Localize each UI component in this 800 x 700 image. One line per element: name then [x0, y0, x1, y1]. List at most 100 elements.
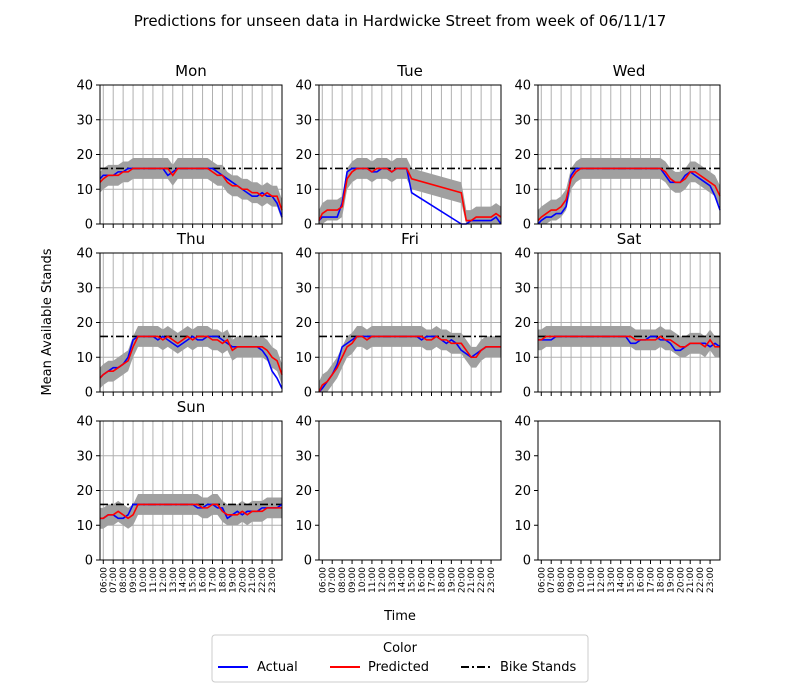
y-tick-label: 10	[514, 351, 531, 366]
x-tick-label: 07:00	[109, 567, 119, 593]
y-tick-label: 40	[76, 79, 93, 94]
axes-frame	[537, 420, 721, 561]
y-tick-label: 10	[295, 519, 312, 534]
y-tick-label: 30	[295, 449, 312, 464]
y-tick-label: 10	[295, 351, 312, 366]
x-tick-label: 12:00	[378, 567, 388, 593]
x-tick-label: 13:00	[388, 567, 398, 593]
x-tick-label: 19:00	[666, 567, 676, 593]
confidence-band	[538, 157, 720, 224]
x-tick-label: 23:00	[268, 567, 278, 593]
confidence-band	[100, 325, 282, 389]
x-tick-label: 08:00	[119, 567, 129, 593]
y-tick-label: 30	[514, 449, 531, 464]
y-tick-label: 40	[295, 79, 312, 94]
legend-label-actual: Actual	[257, 660, 298, 675]
y-tick-label: 20	[76, 148, 93, 163]
series-line-predicted	[538, 335, 720, 348]
panel-mon: Mon 0 10 20 30 40	[76, 62, 283, 233]
x-tick-label: 10:00	[139, 567, 149, 593]
y-tick-label: 30	[295, 281, 312, 296]
x-tick-label: 18:00	[656, 567, 666, 593]
y-tick-label: 0	[85, 386, 93, 401]
y-tick-label: 30	[76, 113, 93, 128]
legend-label-bike-stands: Bike Stands	[500, 660, 577, 675]
y-tick-label: 20	[514, 316, 531, 331]
x-tick-label: 20:00	[238, 567, 248, 593]
x-tick-label: 12:00	[597, 567, 607, 593]
series-line-predicted	[100, 503, 282, 520]
x-tick-label: 12:00	[159, 567, 169, 593]
y-tick-label: 20	[76, 484, 93, 499]
x-tick-label: 18:00	[218, 567, 228, 593]
y-tick-label: 20	[514, 484, 531, 499]
legend-title: Color	[383, 641, 418, 656]
y-tick-label: 20	[295, 148, 312, 163]
x-tick-label: 06:00	[537, 567, 547, 593]
x-tick-label: 21:00	[248, 567, 258, 593]
y-tick-label: 20	[295, 316, 312, 331]
x-tick-label: 23:00	[487, 567, 497, 593]
y-tick-label: 0	[85, 554, 93, 569]
x-tick-label: 07:00	[328, 567, 338, 593]
y-tick-label: 10	[76, 519, 93, 534]
y-tick-label: 10	[76, 183, 93, 198]
series-line-predicted	[318, 335, 501, 393]
y-tick-label: 20	[76, 316, 93, 331]
y-tick-label: 0	[523, 386, 531, 401]
x-tick-label: 11:00	[587, 567, 597, 593]
panel-fri: Fri 0 10 20 30 40	[295, 230, 502, 401]
y-tick-label: 0	[523, 554, 531, 569]
x-tick-label: 10:00	[577, 567, 587, 593]
x-tick-label: 18:00	[437, 567, 447, 593]
x-tick-label: 22:00	[477, 567, 487, 593]
x-tick-label: 16:00	[199, 567, 209, 593]
panel-sat: Sat 0 10 20 30 40	[514, 230, 721, 401]
panel-tue: Tue 0 10 20 30 40	[295, 62, 502, 233]
y-tick-label: 20	[295, 484, 312, 499]
y-tick-label: 0	[304, 386, 312, 401]
panels-group: Mon 0 10 20 30 40 Tue 0 10 20 30 40 Wed 0 10 20 30 40 Thu 0…	[76, 62, 721, 593]
y-tick-label: 20	[514, 148, 531, 163]
x-tick-label: 17:00	[646, 567, 656, 593]
x-tick-label: 15:00	[627, 567, 637, 593]
x-tick-label: 22:00	[696, 567, 706, 593]
y-tick-label: 10	[514, 183, 531, 198]
x-tick-label: 08:00	[338, 567, 348, 593]
panel-title-tue: Tue	[396, 62, 423, 80]
x-tick-label: 09:00	[567, 567, 577, 593]
x-tick-label: 21:00	[467, 567, 477, 593]
confidence-band	[100, 157, 282, 221]
y-axis-label: Mean Available Stands	[40, 248, 55, 395]
series-line-predicted	[318, 167, 502, 222]
legend: Color Actual Predicted Bike Stands	[211, 634, 589, 683]
y-tick-label: 0	[304, 554, 312, 569]
x-tick-label: 10:00	[358, 567, 368, 593]
x-tick-label: 13:00	[607, 567, 617, 593]
x-tick-label: 20:00	[457, 567, 467, 593]
y-tick-label: 0	[85, 218, 93, 233]
x-tick-label: 11:00	[149, 567, 159, 593]
panel-title-sun: Sun	[177, 398, 206, 416]
y-tick-label: 30	[295, 113, 312, 128]
panel-title-wed: Wed	[613, 62, 646, 80]
x-tick-label: 06:00	[318, 567, 328, 593]
x-tick-label: 17:00	[427, 567, 437, 593]
x-tick-label: 06:00	[99, 567, 109, 593]
panel-title-fri: Fri	[401, 230, 419, 248]
series-line-predicted	[537, 167, 721, 222]
confidence-band	[319, 157, 501, 224]
x-tick-label: 15:00	[408, 567, 418, 593]
series-line-predicted	[99, 167, 283, 211]
x-tick-label: 16:00	[637, 567, 647, 593]
y-tick-label: 0	[523, 218, 531, 233]
y-tick-label: 10	[514, 519, 531, 534]
x-tick-label: 08:00	[557, 567, 567, 593]
legend-frame	[211, 634, 589, 683]
x-tick-label: 17:00	[208, 567, 218, 593]
y-tick-label: 40	[514, 79, 531, 94]
panel-title-sat: Sat	[617, 230, 642, 248]
y-tick-label: 40	[514, 247, 531, 262]
